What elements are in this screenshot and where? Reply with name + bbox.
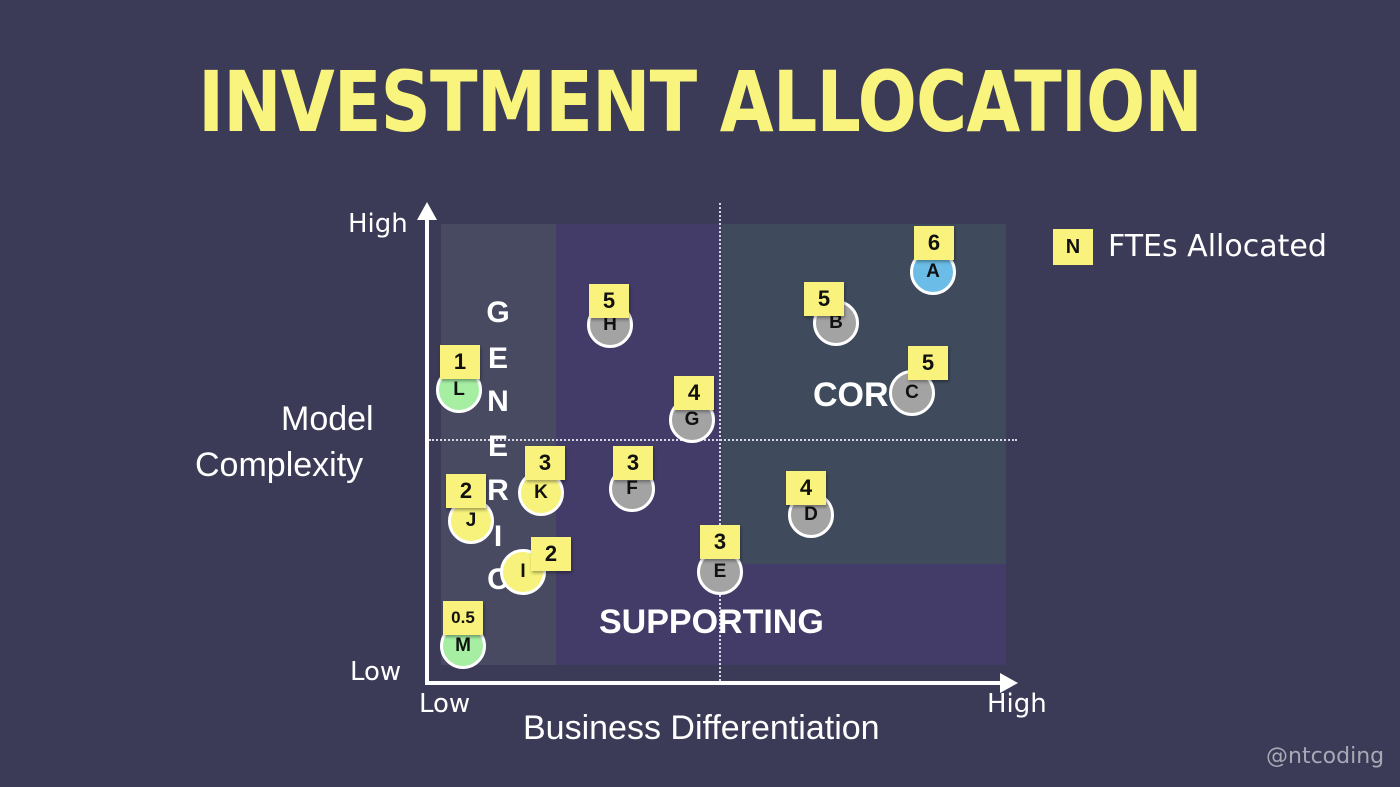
horizontal-divider [429,439,1017,441]
author-credit: @ntcoding [1266,744,1385,769]
fte-note-l: 1 [440,345,480,379]
x-axis-title: Business Differentiation [523,709,880,747]
y-axis-low-label: Low [350,657,402,687]
fte-note-j: 2 [446,474,486,508]
fte-note-g: 4 [674,376,714,410]
fte-note-c: 5 [908,346,948,380]
x-axis-line [425,681,1005,685]
core-region [722,224,1006,564]
y-axis-title-line2: Complexity [195,446,364,484]
generic-letter: R [487,474,509,507]
generic-letter: N [487,385,509,418]
page-title: INVESTMENT ALLOCATION [198,53,1203,151]
x-axis-arrow-icon [1000,673,1018,693]
x-axis-high-label: High [987,689,1047,719]
fte-note-i: 2 [531,537,571,571]
fte-note-d: 4 [786,471,826,505]
fte-note-a: 6 [914,226,954,260]
generic-letter: E [487,342,508,375]
y-axis-line [425,212,429,685]
generic-letter: G [486,296,510,329]
fte-note-k: 3 [525,446,565,480]
y-axis-arrow-icon [417,202,437,220]
supporting-region-label: SUPPORTING [599,603,824,641]
generic-region [441,224,556,665]
y-axis-high-label: High [348,209,408,239]
fte-note-h: 5 [589,284,629,318]
x-axis-low-label: Low [419,689,471,719]
fte-note-f: 3 [613,446,653,480]
core-region-label: COR [813,376,889,414]
fte-note-m: 0.5 [443,601,483,635]
y-axis-title-line1: Model [281,400,374,438]
generic-letter: I [493,520,503,553]
legend-label: FTEs Allocated [1108,229,1327,264]
vertical-divider [719,203,721,681]
generic-letter: E [487,430,508,463]
fte-note-e: 3 [700,525,740,559]
legend-marker: N [1053,229,1093,265]
fte-note-b: 5 [804,282,844,316]
